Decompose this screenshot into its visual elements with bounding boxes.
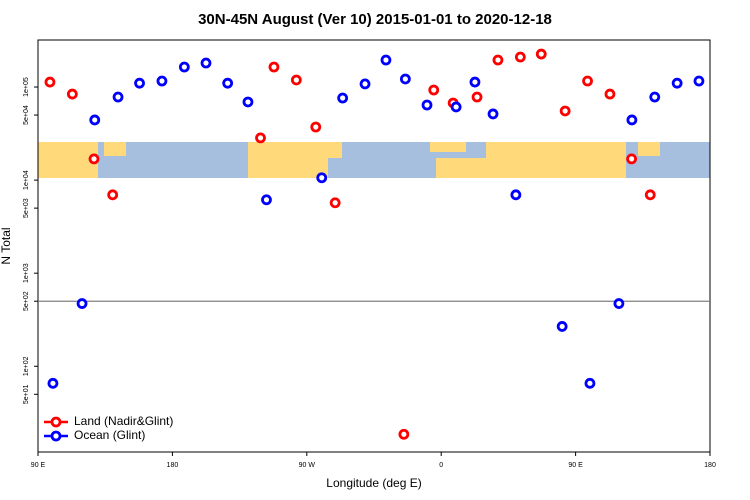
point: [535, 48, 547, 60]
point: [112, 91, 124, 103]
point: [584, 377, 596, 389]
point: [559, 105, 571, 117]
point: [428, 84, 440, 96]
x-tick-label: 180: [167, 462, 179, 469]
point: [242, 96, 254, 108]
point: [261, 194, 272, 206]
point: [649, 91, 661, 103]
point: [255, 132, 266, 144]
y-tick-label: 1e+05: [23, 77, 30, 97]
point: [671, 77, 683, 89]
legend-label: Ocean (Glint): [74, 428, 145, 442]
point: [76, 298, 88, 309]
point: [399, 73, 411, 85]
point: [613, 298, 625, 309]
legend-marker: [50, 430, 62, 442]
plot-frame: [37, 39, 711, 453]
point: [644, 189, 656, 201]
point: [604, 88, 616, 100]
point: [156, 75, 168, 87]
point: [359, 78, 371, 90]
point: [626, 153, 637, 165]
y-tick-label: 1e+03: [23, 263, 30, 283]
x-tick-label: 90 E: [568, 462, 583, 469]
point: [471, 91, 483, 103]
point: [268, 61, 280, 73]
point: [492, 54, 504, 66]
y-tick-label: 5e+03: [23, 198, 30, 218]
y-tick-label: 5e+02: [23, 291, 30, 311]
point: [290, 74, 302, 86]
x-tick-label: 90 E: [31, 462, 46, 469]
chart-title: 30N-45N August (Ver 10) 2015-01-01 to 20…: [198, 11, 552, 28]
point: [107, 189, 119, 201]
point: [487, 108, 499, 120]
y-axis-label: N Total: [0, 227, 13, 264]
point: [693, 75, 705, 87]
legend-marker: [50, 416, 62, 428]
point: [510, 189, 522, 201]
point: [421, 99, 433, 111]
point: [626, 114, 638, 126]
point: [380, 54, 392, 66]
point: [178, 61, 190, 73]
map-band: [38, 142, 710, 178]
point: [450, 101, 462, 113]
point: [66, 88, 78, 100]
point: [329, 197, 341, 209]
y-tick-label: 5e+01: [23, 384, 30, 404]
point: [47, 377, 59, 389]
point: [200, 57, 212, 69]
point: [469, 76, 481, 88]
point: [316, 172, 328, 184]
point: [514, 51, 526, 63]
y-tick-label: 1e+02: [23, 356, 30, 376]
point: [556, 321, 568, 332]
x-axis-label: Longitude (deg E): [326, 476, 421, 490]
y-tick-label: 1e+04: [23, 170, 30, 190]
point: [222, 77, 234, 89]
x-tick-label: 0: [439, 462, 443, 469]
point: [44, 76, 56, 88]
point: [88, 153, 100, 165]
legend-label: Land (Nadir&Glint): [74, 414, 173, 428]
point: [134, 77, 145, 89]
point: [398, 428, 410, 440]
point: [89, 114, 101, 126]
x-tick-label: 90 W: [299, 462, 316, 469]
point: [310, 121, 322, 133]
point: [582, 75, 593, 87]
point: [337, 92, 349, 104]
y-tick-label: 5e+04: [23, 105, 30, 125]
x-tick-label: 180: [704, 462, 716, 469]
